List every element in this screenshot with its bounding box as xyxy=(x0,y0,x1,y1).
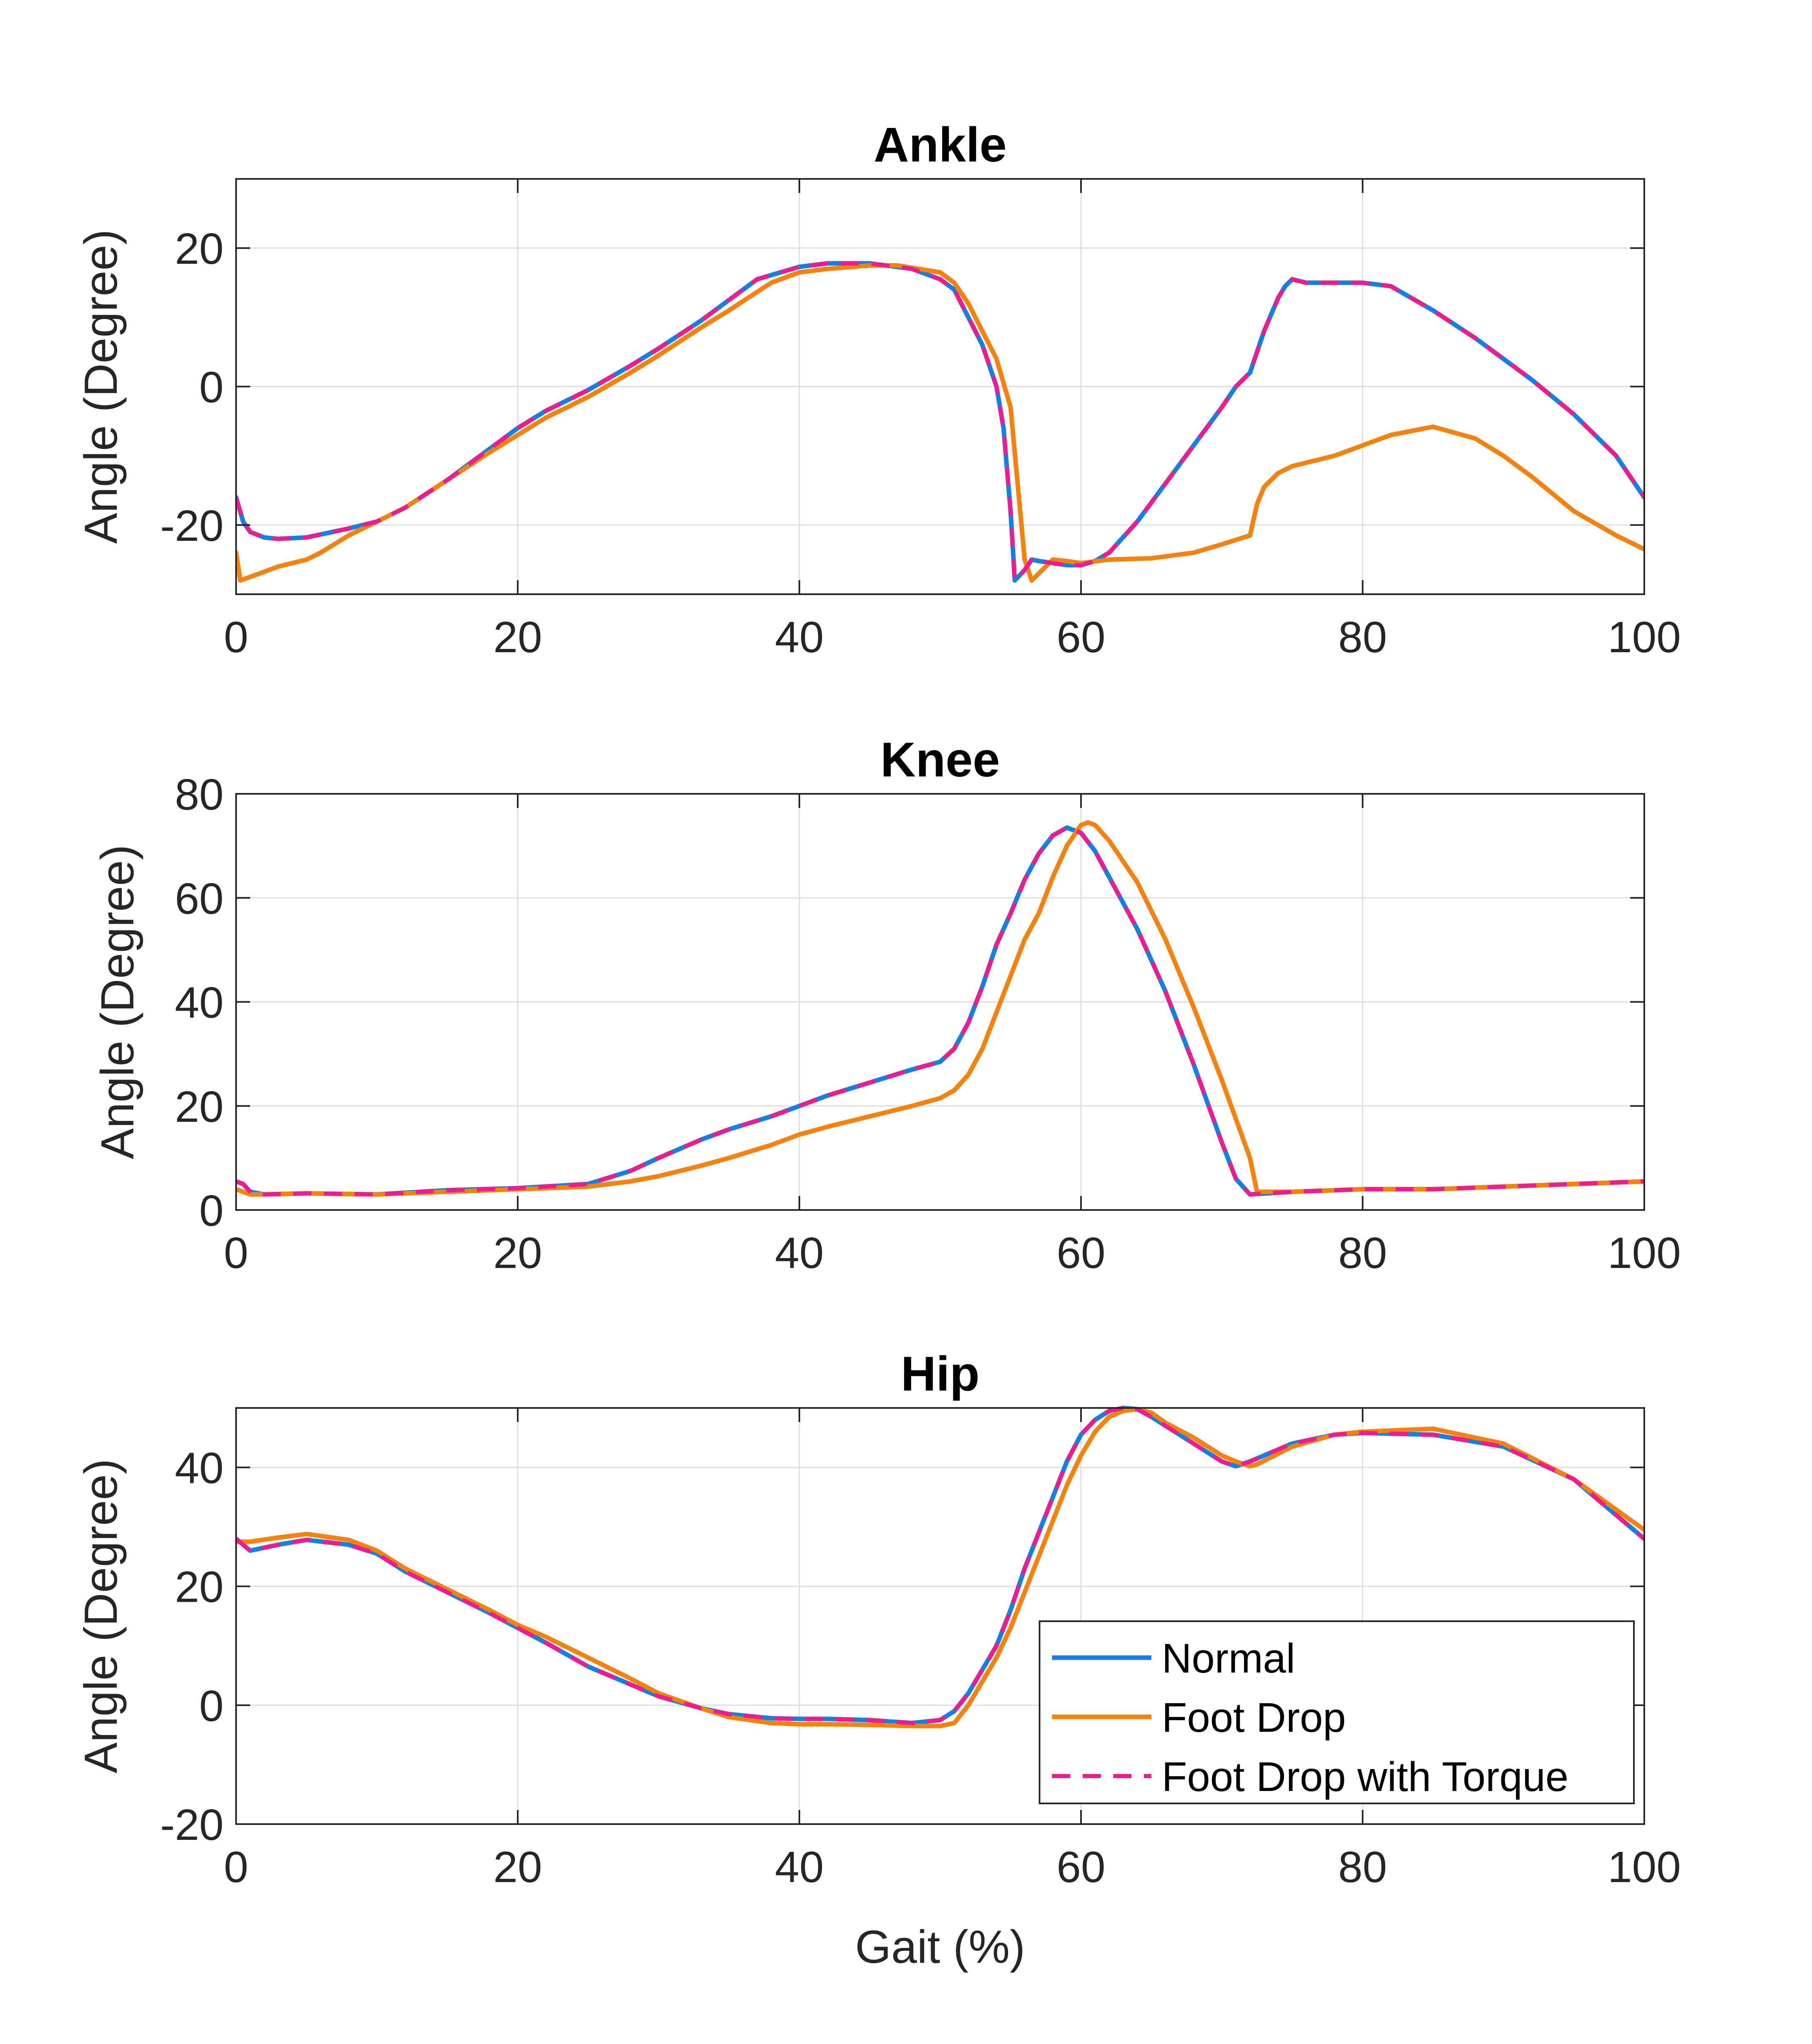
y-tick-label: 80 xyxy=(175,770,224,819)
y-tick-label: 0 xyxy=(199,1186,224,1235)
x-tick-label: 40 xyxy=(775,1843,824,1892)
x-tick-label: 0 xyxy=(224,613,249,662)
series-line-normal xyxy=(236,1405,1644,1726)
x-tick-label: 60 xyxy=(1057,1843,1105,1892)
legend: Normal Foot Drop Foot Drop with Torque xyxy=(1039,1620,1635,1804)
y-tick-label: 20 xyxy=(175,1563,224,1612)
y-tick-label: 60 xyxy=(175,874,224,923)
legend-label: Foot Drop xyxy=(1162,1694,1346,1741)
x-tick-label: 100 xyxy=(1608,1843,1681,1892)
y-axis-label: Angle (Degree) xyxy=(75,1459,127,1774)
axes-box xyxy=(235,1407,1645,1825)
y-tick-label: 20 xyxy=(175,224,224,273)
x-tick-label: 60 xyxy=(1057,613,1105,662)
panel-title: Hip xyxy=(901,1347,980,1401)
legend-box xyxy=(1039,1620,1635,1804)
series-line-foot-drop xyxy=(236,820,1644,1197)
y-tick-label: 40 xyxy=(175,979,224,1027)
x-tick-label: 100 xyxy=(1608,1229,1681,1278)
panel-ankle: 0 20 40 60 80 100 -20 0 20 Ankle Angle (Degree) xyxy=(75,118,1681,662)
y-tick-label: 0 xyxy=(199,363,224,412)
y-tick-label: 40 xyxy=(175,1444,224,1493)
y-tick-label: -20 xyxy=(160,1801,224,1849)
x-tick-label: 80 xyxy=(1338,1843,1387,1892)
y-tick-label: -20 xyxy=(160,501,224,550)
y-axis-label: Angle (Degree) xyxy=(75,229,127,544)
x-tick-label: 60 xyxy=(1057,1229,1105,1278)
legend-label: Foot Drop with Torque xyxy=(1162,1754,1568,1800)
x-tick-label: 80 xyxy=(1338,613,1387,662)
y-tick-label: 20 xyxy=(175,1082,224,1131)
y-axis-label: Angle (Degree) xyxy=(92,845,143,1159)
x-tick-label: 20 xyxy=(493,613,542,662)
x-tick-label: 40 xyxy=(775,1229,824,1278)
x-tick-label: 0 xyxy=(224,1229,249,1278)
legend-label: Normal xyxy=(1162,1635,1295,1682)
series-line-foot-drop xyxy=(236,1407,1644,1728)
x-tick-label: 20 xyxy=(493,1229,542,1278)
x-tick-label: 100 xyxy=(1608,613,1681,662)
x-tick-label: 0 xyxy=(224,1843,249,1892)
series-line-foot-drop-torque xyxy=(236,825,1644,1197)
panel-title: Ankle xyxy=(873,118,1006,172)
x-tick-label: 20 xyxy=(493,1843,542,1892)
panel-knee: 0 20 40 60 80 100 0 20 40 60 80 Knee Angle (Degree) xyxy=(92,733,1681,1278)
x-axis-label: Gait (%) xyxy=(855,1921,1025,1973)
x-tick-label: 80 xyxy=(1338,1229,1387,1278)
y-tick-label: 0 xyxy=(199,1682,224,1731)
panel-title: Knee xyxy=(881,733,1000,787)
x-tick-label: 40 xyxy=(775,613,824,662)
series-line-foot-drop-torque xyxy=(236,261,1644,583)
